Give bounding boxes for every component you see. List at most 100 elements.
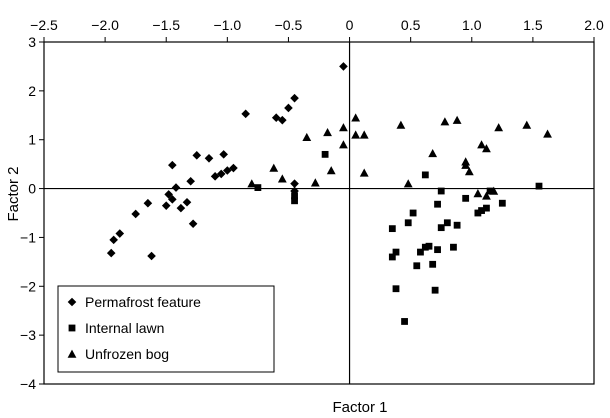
data-point-square	[392, 285, 400, 293]
data-point-square	[401, 318, 408, 325]
x-tick-label: −2.5	[30, 17, 58, 33]
data-point-triangle	[247, 179, 257, 188]
data-point-diamond	[186, 176, 195, 186]
data-point-triangle	[482, 144, 491, 153]
data-point-triangle	[269, 163, 279, 172]
data-point-diamond	[204, 153, 214, 163]
data-point-square	[498, 199, 506, 207]
data-point-square	[291, 197, 298, 205]
x-tick-label: −2.0	[91, 17, 119, 33]
y-tick-label: 0	[28, 181, 36, 197]
data-point-triangle	[326, 166, 336, 175]
data-point-diamond	[229, 163, 238, 173]
data-point-triangle	[522, 120, 532, 129]
data-point-triangle	[452, 115, 462, 124]
legend-marker-diamond	[67, 297, 77, 307]
y-tick-label: −2	[20, 278, 36, 294]
data-point-diamond	[290, 93, 299, 103]
legend-marker-square	[68, 324, 76, 332]
y-tick-label: −3	[20, 327, 36, 343]
data-point-square	[462, 194, 470, 202]
legend-label: Permafrost feature	[85, 294, 201, 310]
data-point-diamond	[115, 229, 125, 238]
y-tick-label: 3	[28, 34, 36, 50]
data-point-triangle	[543, 129, 552, 138]
data-points	[106, 62, 552, 325]
data-point-square	[431, 286, 439, 294]
data-point-diamond	[161, 201, 171, 210]
data-point-triangle	[396, 120, 406, 129]
data-point-triangle	[428, 148, 438, 158]
data-point-triangle	[482, 191, 491, 200]
x-tick-label: −0.5	[275, 17, 303, 33]
x-tick-label: 0.5	[401, 17, 421, 33]
legend-label: Unfrozen bog	[85, 346, 169, 362]
data-point-triangle	[359, 168, 369, 177]
data-point-diamond	[147, 251, 156, 261]
data-point-diamond	[339, 62, 348, 71]
data-point-square	[413, 262, 421, 270]
data-point-diamond	[143, 198, 153, 208]
data-point-square	[291, 192, 298, 200]
data-point-triangle	[359, 130, 369, 139]
data-point-square	[254, 184, 262, 191]
x-tick-label: −1.5	[152, 17, 180, 33]
data-point-square	[388, 253, 396, 261]
legend-label: Internal lawn	[85, 320, 164, 336]
data-point-square	[434, 200, 441, 208]
data-point-diamond	[219, 150, 228, 159]
data-point-diamond	[109, 235, 118, 245]
data-point-square	[437, 187, 445, 195]
data-point-diamond	[168, 195, 177, 204]
data-point-triangle	[464, 167, 474, 176]
data-point-triangle	[323, 127, 332, 137]
data-point-square	[535, 182, 543, 190]
data-point-triangle	[473, 189, 483, 198]
data-point-diamond	[188, 219, 198, 229]
x-tick-label: 1.0	[462, 17, 482, 33]
data-point-triangle	[351, 130, 361, 139]
data-point-square	[417, 248, 424, 256]
data-point-triangle	[302, 132, 312, 142]
series-triangle	[247, 113, 552, 200]
data-point-square	[486, 187, 494, 195]
data-point-diamond	[290, 179, 299, 188]
data-point-square	[429, 260, 437, 268]
series-square	[254, 150, 543, 325]
data-point-triangle	[339, 123, 348, 132]
data-point-square	[404, 219, 412, 227]
data-point-diamond	[216, 169, 226, 179]
data-point-square	[421, 243, 429, 251]
y-tick-label: 2	[28, 83, 36, 99]
reference-lines	[44, 42, 594, 384]
legend-box	[57, 285, 275, 373]
data-point-square	[450, 243, 457, 251]
data-point-square	[453, 221, 461, 229]
data-point-triangle	[494, 123, 504, 132]
data-point-triangle	[277, 174, 287, 183]
data-point-square	[437, 224, 445, 232]
data-point-triangle	[489, 186, 499, 195]
y-axis-label: Factor 2	[5, 166, 22, 221]
data-point-diamond	[106, 248, 116, 258]
y-tick-label: −4	[20, 376, 36, 392]
data-point-square	[478, 207, 485, 214]
data-point-triangle	[339, 140, 348, 149]
data-point-diamond	[168, 160, 177, 170]
x-axis-label: Factor 1	[332, 399, 387, 416]
data-point-diamond	[131, 209, 140, 219]
data-point-square	[392, 248, 400, 256]
data-point-square	[388, 225, 396, 233]
axes-group: −2.5 −2.0 −1.5 −1.0 −0.5 0 0.5 1.0 1.5 2.0 3 2 1 0 −1 −…	[20, 17, 604, 392]
data-point-square	[443, 219, 451, 227]
x-tick-label: 1.5	[523, 17, 543, 33]
data-point-diamond	[164, 190, 173, 199]
y-tick-label: 1	[28, 132, 36, 148]
data-point-diamond	[182, 197, 192, 207]
data-point-square	[409, 209, 417, 217]
data-point-triangle	[403, 179, 413, 188]
x-tick-label: −1.0	[214, 17, 242, 33]
data-point-diamond	[241, 109, 250, 119]
data-point-triangle	[461, 157, 471, 166]
data-point-triangle	[477, 140, 486, 149]
